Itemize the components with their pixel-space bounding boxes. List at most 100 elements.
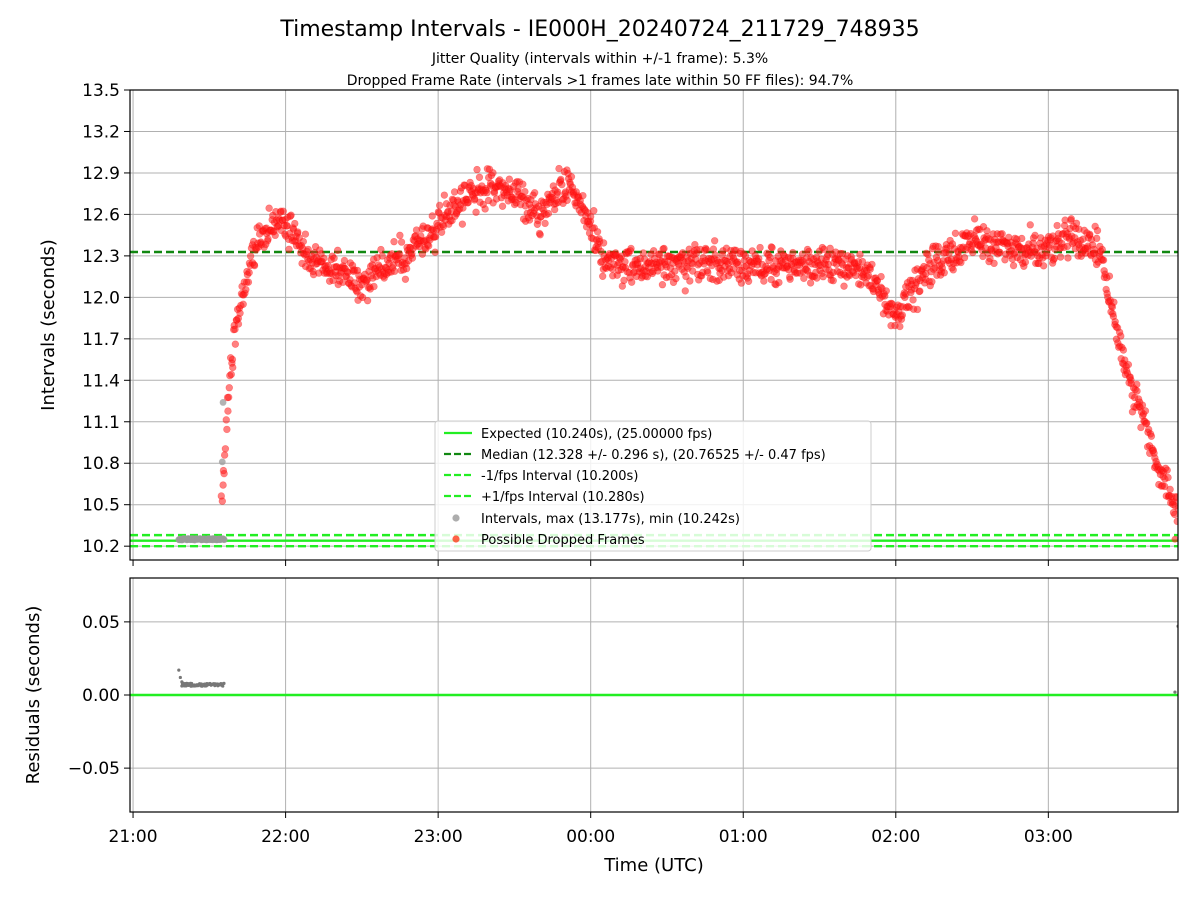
- dropped-frame-point: [1056, 253, 1065, 261]
- dropped-frame-point: [223, 425, 231, 434]
- interval-point: [218, 458, 226, 466]
- dropped-frame-point: [245, 268, 253, 277]
- dropped-frame-point: [786, 275, 794, 283]
- dropped-frame-point: [1053, 221, 1061, 230]
- dropped-frame-point: [1171, 535, 1178, 543]
- dropped-frame-point: [464, 198, 472, 207]
- chart-subtitle-jitter: Jitter Quality (intervals within +/-1 fr…: [431, 51, 768, 67]
- dropped-frame-point: [231, 325, 239, 334]
- dropped-frame-point: [519, 180, 527, 188]
- dropped-frame-point: [435, 201, 444, 210]
- dropped-frame-point: [563, 196, 571, 204]
- dropped-frame-point: [227, 370, 235, 379]
- dropped-frame-point: [333, 246, 342, 255]
- time-x-tick-label: 23:00: [414, 827, 463, 847]
- dropped-frame-point: [1009, 261, 1018, 270]
- dropped-frame-point: [1119, 346, 1128, 354]
- dropped-frame-point: [1161, 482, 1169, 491]
- dropped-frame-point: [1098, 245, 1106, 254]
- dropped-frame-point: [536, 231, 544, 239]
- dropped-frame-point: [489, 169, 497, 177]
- dropped-frame-point: [621, 258, 629, 266]
- dropped-frame-point: [949, 266, 957, 274]
- dropped-frame-point: [1141, 407, 1150, 415]
- dropped-frame-point: [957, 258, 965, 267]
- dropped-frame-point: [555, 164, 563, 173]
- dropped-frame-point: [1133, 380, 1141, 389]
- dropped-frame-point: [458, 220, 467, 228]
- dropped-frame-point: [505, 175, 514, 183]
- dropped-frame-point: [567, 173, 576, 181]
- residuals-y-ticks: −0.05 0.00 0.05: [68, 613, 130, 779]
- dropped-frame-point: [599, 272, 607, 280]
- time-x-tick-label: 22:00: [261, 827, 310, 847]
- dropped-frame-point: [649, 247, 658, 255]
- dropped-frame-point: [220, 469, 228, 478]
- dropped-frame-point: [1137, 423, 1145, 432]
- dropped-frame-point: [1124, 360, 1133, 369]
- intervals-panel: 10.2 10.5 10.8 11.1 11.4 11.7 12.0 12.3 12.6 12.9…: [38, 81, 1179, 561]
- dropped-frame-point: [744, 277, 753, 285]
- dropped-frame-point: [678, 249, 687, 257]
- dropped-frame-point: [1067, 215, 1075, 223]
- dropped-frame-point: [558, 180, 566, 189]
- dropped-frame-point: [928, 278, 936, 286]
- dropped-frame-point: [1163, 466, 1171, 474]
- dropped-frame-point: [299, 237, 308, 246]
- dropped-frame-point: [979, 252, 987, 261]
- intervals-y-tick-label: 10.8: [82, 454, 120, 474]
- dropped-frame-point: [498, 202, 507, 210]
- legend-expected-label: Expected (10.240s), (25.00000 fps): [481, 427, 712, 442]
- dropped-frame-point: [219, 481, 227, 489]
- dropped-frame-point: [291, 219, 299, 228]
- dropped-frame-point: [590, 207, 598, 215]
- dropped-frame-point: [960, 253, 969, 262]
- interval-points: [175, 164, 1178, 544]
- dropped-frame-point: [1039, 262, 1048, 270]
- dropped-frame-point: [737, 279, 746, 287]
- dropped-frame-point: [1099, 256, 1108, 264]
- dropped-frame-point: [1164, 473, 1172, 482]
- dropped-frame-point: [909, 296, 917, 304]
- interval-point: [220, 536, 228, 544]
- dropped-frame-point: [882, 287, 890, 295]
- dropped-frame-point: [472, 208, 480, 216]
- dropped-frame-point: [390, 237, 398, 246]
- intervals-y-ticks: 10.2 10.5 10.8 11.1 11.4 11.7 12.0 12.3 12.6 12.9…: [82, 81, 130, 557]
- intervals-y-tick-label: 12.6: [82, 205, 120, 225]
- legend-minus-fps-label: -1/fps Interval (10.200s): [481, 469, 638, 484]
- dropped-frame-point: [239, 300, 247, 308]
- legend-dropped-swatch: [452, 535, 460, 543]
- dropped-frame-point: [1138, 401, 1147, 409]
- dropped-frame-point: [265, 204, 273, 212]
- intervals-y-label: Intervals (seconds): [38, 239, 59, 411]
- dropped-frame-point: [271, 231, 279, 240]
- dropped-frame-point: [285, 245, 293, 253]
- dropped-frame-point: [681, 287, 689, 295]
- dropped-frame-point: [242, 285, 250, 294]
- dropped-frame-point: [320, 254, 328, 262]
- dropped-frame-point: [236, 309, 244, 317]
- legend-median-label: Median (12.328 +/- 0.296 s), (20.76525 +…: [481, 448, 826, 463]
- dropped-frame-point: [998, 230, 1006, 238]
- dropped-frame-point: [1093, 234, 1101, 243]
- dropped-frame-point: [951, 229, 960, 238]
- dropped-frame-point: [550, 205, 559, 214]
- dropped-frame-point: [229, 363, 237, 372]
- dropped-frame-point: [986, 254, 994, 263]
- time-x-ticks: 21:00 22:00 23:00 00:00 01:00 02:00 03:00: [109, 560, 1073, 847]
- dropped-frame-point: [813, 274, 821, 282]
- dropped-frame-point: [483, 188, 491, 197]
- time-x-tick-label: 21:00: [109, 827, 158, 847]
- dropped-frame-point: [686, 277, 694, 285]
- dropped-frame-point: [402, 264, 411, 273]
- residuals-y-tick-label: −0.05: [68, 759, 120, 779]
- dropped-frame-point: [756, 243, 764, 252]
- residual-point: [177, 668, 181, 672]
- dropped-frame-point: [766, 253, 774, 262]
- dropped-frame-point: [222, 416, 230, 424]
- dropped-frame-point: [913, 305, 922, 314]
- dropped-frame-point: [228, 355, 237, 364]
- dropped-frame-point: [1133, 387, 1141, 395]
- dropped-frame-point: [390, 267, 399, 275]
